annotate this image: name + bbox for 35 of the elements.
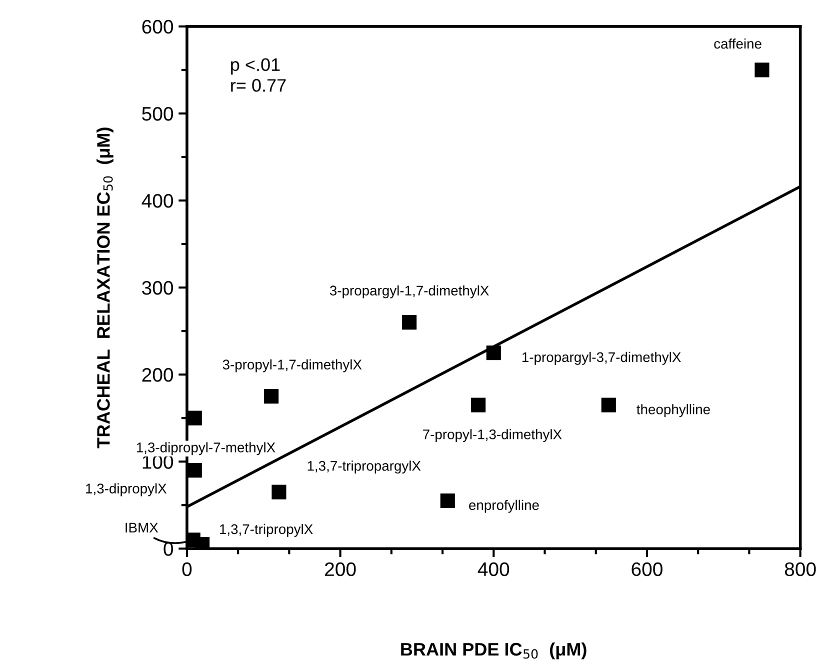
x-tick-label: 200 [325, 562, 356, 576]
annotation: 1-propargyl-3,7-dimethylX [522, 352, 681, 365]
annotation: enprofylline [469, 500, 539, 513]
point [264, 389, 279, 404]
annotation: 1,3-dipropyl-7-methylX [136, 442, 276, 456]
annotation: 1,3,7-tripropylX [220, 524, 313, 537]
annotation: caffeine [714, 38, 762, 49]
annotation: 3-propargyl-1,7-dimethylX [330, 285, 489, 298]
annotation: IBMX [126, 522, 158, 532]
point [187, 463, 202, 478]
x-tick-label: 600 [632, 562, 662, 576]
annotation: 1,3,7-tripropargylX [308, 460, 421, 474]
point [402, 315, 417, 330]
x-tick-label: 400 [478, 562, 510, 576]
point [187, 410, 202, 426]
x-tick-label: 0 [182, 562, 192, 576]
y-tick-label: 200 [142, 368, 174, 382]
annotation: p <.01 r= 0.77 [231, 58, 286, 92]
y-tick-label: 600 [142, 20, 174, 34]
annotation: 7-propyl-1,3-dimethylX [423, 429, 562, 442]
annotation: 3-propyl-1,7-dimethylX [222, 359, 362, 372]
point [486, 346, 501, 360]
point [471, 398, 486, 412]
y-tick-label: 300 [142, 281, 174, 295]
point [272, 484, 286, 500]
x-axis-title: BRAIN PDE IC$_{50}$ (μM) [401, 642, 586, 660]
y-tick-label: 400 [142, 194, 174, 208]
y-tick-label: 500 [142, 106, 174, 121]
point [601, 398, 616, 412]
point [440, 493, 455, 508]
annotation: 1,3-dipropylX [86, 483, 167, 496]
y-axis-title: TRACHEAL RELAXATION EC$_{50}$ (μM) [96, 128, 114, 448]
annotation: theophylline [636, 404, 710, 418]
point [754, 62, 770, 78]
x-tick-label: 800 [784, 562, 816, 576]
